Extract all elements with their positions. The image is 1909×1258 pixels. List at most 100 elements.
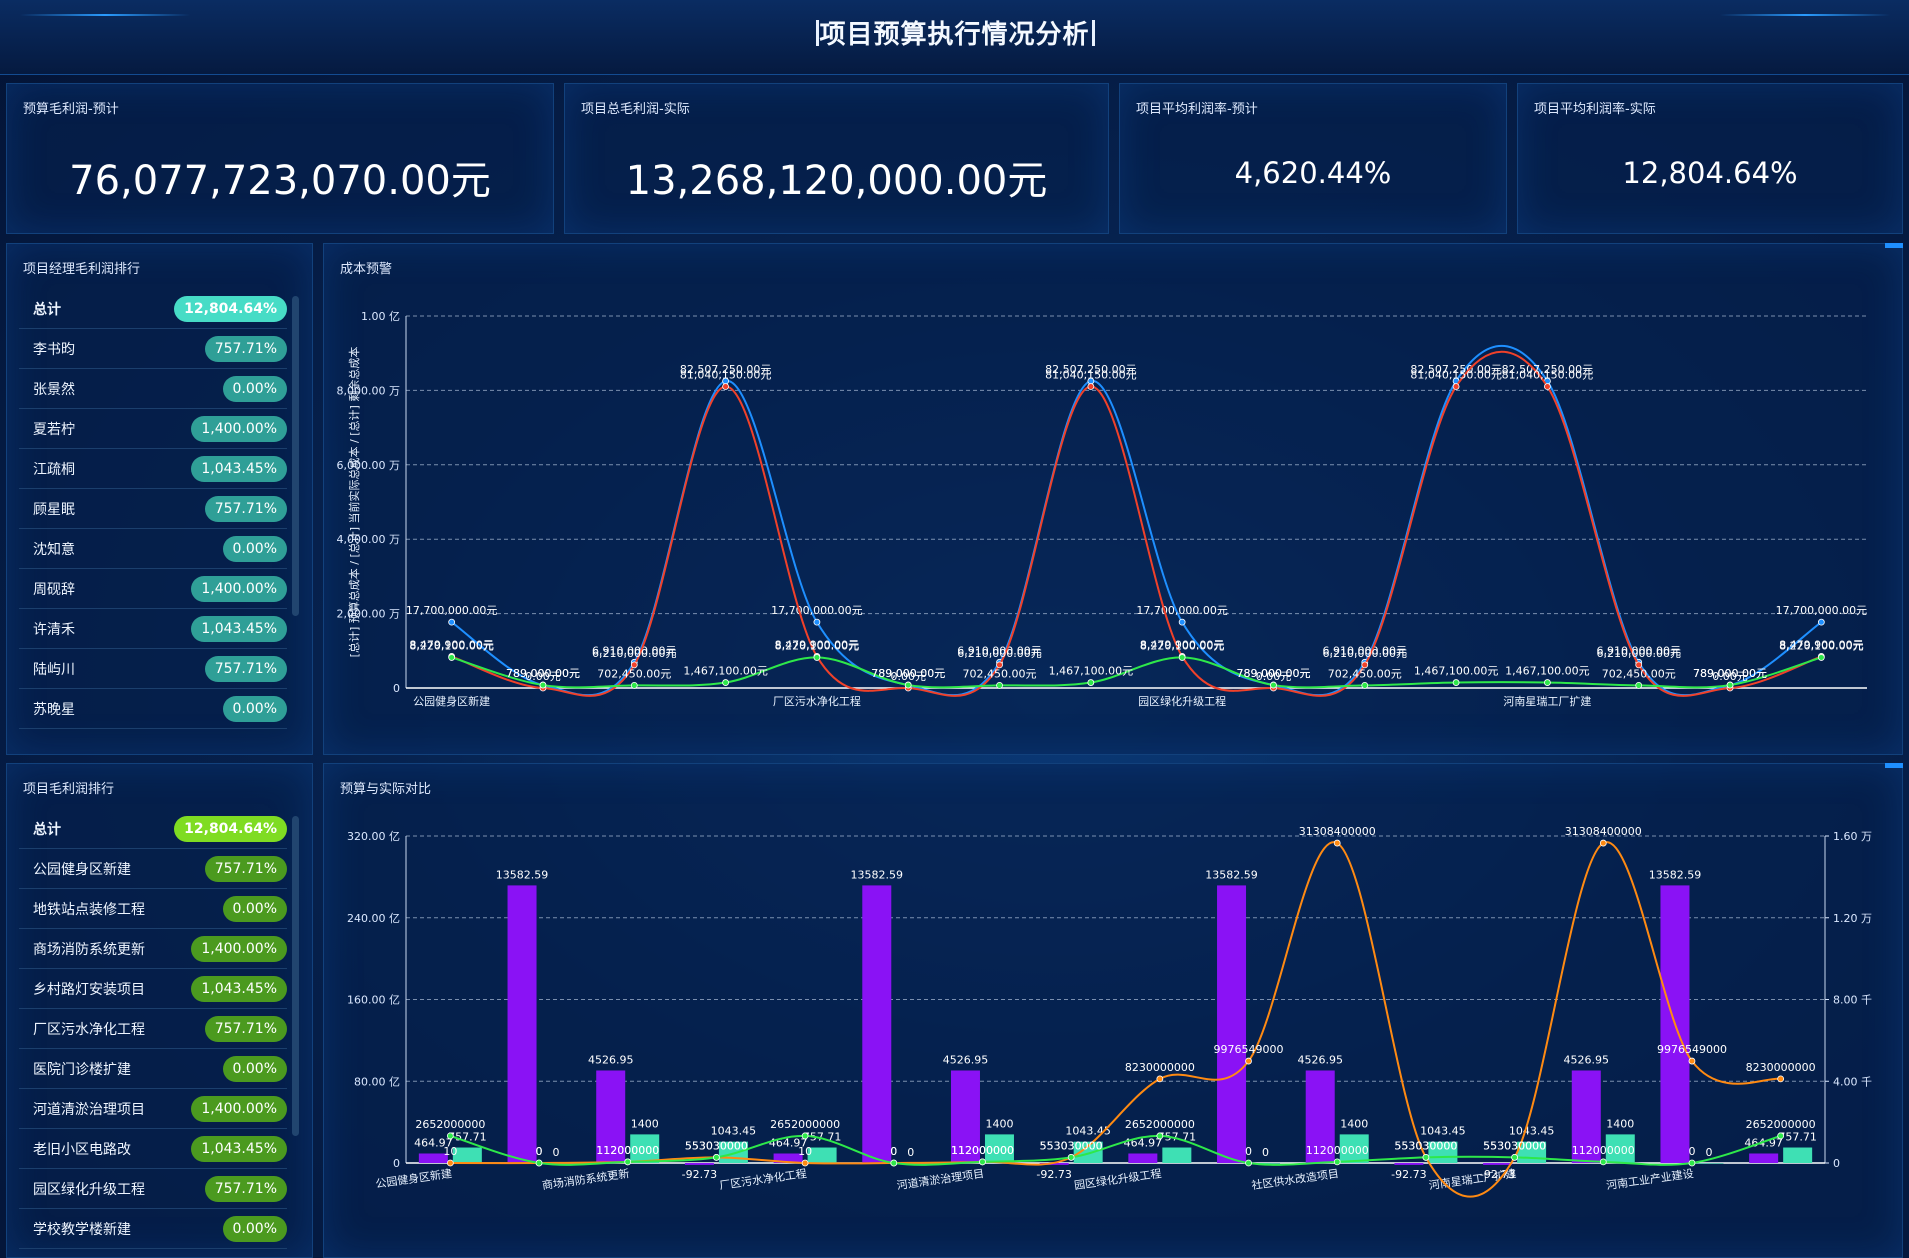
row-name: 顾星眠 (33, 502, 75, 518)
point (1817, 654, 1825, 661)
point (535, 1159, 543, 1167)
point (979, 1158, 986, 1166)
row-badge: 1,043.45% (191, 616, 287, 642)
point (1777, 1132, 1785, 1140)
bar (1605, 1134, 1635, 1163)
chart-title: 成本预警 (340, 262, 393, 277)
data-label: 4526.95 (1564, 1053, 1610, 1066)
point (1422, 1153, 1430, 1161)
kpi-label: 预算毛利润-预计 (23, 102, 119, 117)
data-label: 1,467,100.00元 (1049, 665, 1133, 678)
bar (1571, 1070, 1601, 1163)
ranking-row: 学校教学楼新建 0.00% (19, 1209, 287, 1249)
point (1361, 661, 1369, 669)
data-label: 81,040,150.00元 (1502, 369, 1593, 382)
data-label: 112000000 (951, 1144, 1014, 1157)
bar (1251, 1163, 1281, 1164)
data-label: 17,700,000.00元 (406, 604, 497, 617)
data-label: 789,000.00元 (506, 667, 580, 680)
data-label: 789,000.00元 (871, 667, 945, 680)
row-name: 公园健身区新建 (33, 862, 131, 878)
data-label: 553030000 (1040, 1139, 1103, 1152)
y-tick-label: 2,000.00 万 (337, 608, 400, 621)
line (451, 350, 1822, 697)
row-name: 陆屿川 (33, 662, 75, 678)
data-label: 702,450.00元 (1602, 667, 1676, 680)
row-badge: 1,043.45% (191, 456, 287, 482)
ranking-row: 沈知意 0.00% (19, 529, 287, 569)
bar (1339, 1134, 1369, 1163)
kpi-card: 项目平均利润率-预计 4,620.44% (1119, 83, 1507, 234)
row-badge: 1,043.45% (191, 1136, 287, 1162)
title-bar (816, 20, 819, 46)
x-tick-label: 商场消防系统更新 (541, 1166, 630, 1192)
scrollbar[interactable] (292, 816, 299, 1136)
data-label: -92.73 (1036, 1168, 1071, 1181)
chart: 0 80.00 亿 160.00 亿 240.00 亿 320.00 亿 0 4.00 千 8… (347, 825, 1872, 1198)
data-label: 10 (443, 1145, 457, 1158)
ranking-row: 苏晚星 0.00% (19, 689, 287, 729)
bar (1783, 1147, 1813, 1163)
ranking-row: 地铁站点装修工程 0.00% (19, 889, 287, 929)
data-label: 789,000.00元 (506, 667, 580, 680)
ranking-row: 总计 12,804.64% (19, 809, 287, 849)
data-label: 2652000000 (1746, 1118, 1816, 1131)
row-name: 沈知意 (33, 542, 75, 558)
y-tick-label: 320.00 亿 (347, 830, 400, 843)
point (1511, 1153, 1518, 1161)
point (1688, 1159, 1696, 1167)
data-label: 0.00元 (1256, 670, 1292, 683)
ranking-row: 张景然 0.00% (19, 369, 287, 409)
data-label: 17,700,000.00元 (771, 604, 862, 617)
bar (452, 1147, 482, 1163)
point (801, 1132, 809, 1140)
point (1635, 681, 1643, 689)
data-label: 702,450.00元 (597, 667, 671, 680)
row-name: 总计 (33, 302, 61, 318)
data-label: 757.71 (1158, 1131, 1197, 1144)
header-glow (1720, 14, 1890, 16)
data-label: 8,479,900.00元 (409, 638, 493, 651)
ranking-row: 乡村路灯安装项目 1,043.45% (19, 969, 287, 1009)
corner-accent (1885, 763, 1903, 768)
point (1067, 1153, 1075, 1161)
data-label: 1043.45 (711, 1125, 757, 1138)
y2-tick-label: 8.00 千 (1833, 994, 1872, 1007)
data-label: 6,210,000.00元 (1323, 647, 1407, 660)
point (1087, 679, 1095, 686)
point (996, 681, 1003, 689)
point (1635, 661, 1643, 669)
point (1333, 1158, 1341, 1166)
point (1599, 1158, 1607, 1166)
row-name: 乡村路灯安装项目 (33, 982, 145, 998)
kpi-value: 76,077,723,070.00元 (69, 158, 491, 204)
header: 项目预算执行情况分析 (0, 0, 1909, 75)
header-glow (20, 14, 190, 16)
point (722, 679, 729, 686)
y-tick-label: 160.00 亿 (347, 994, 400, 1007)
bar (630, 1134, 660, 1163)
data-label: 464.97 (1124, 1136, 1163, 1149)
point (1688, 1057, 1696, 1065)
data-label: 0.00元 (890, 670, 926, 683)
x-tick-label: 河南工业产业建设 (1605, 1166, 1694, 1192)
line (450, 1134, 1781, 1166)
data-label: 31308400000 (1299, 825, 1376, 838)
data-label: 0 (553, 1146, 560, 1159)
row-badge: 1,400.00% (191, 936, 287, 962)
row-badge: 1,400.00% (191, 576, 287, 602)
bar (950, 1070, 980, 1163)
x-tick-label: 厂区污水净化工程 (773, 694, 861, 708)
data-label: 1043.45 (1509, 1125, 1555, 1138)
scrollbar[interactable] (292, 296, 299, 616)
row-badge: 757.71% (204, 336, 287, 362)
data-label: 81,040,150.00元 (680, 369, 771, 382)
data-label: 553030000 (1483, 1139, 1546, 1152)
point (1156, 1075, 1164, 1083)
row-name: 园区绿化升级工程 (33, 1182, 145, 1198)
data-label: 13582.59 (851, 868, 904, 881)
row-name: 地铁站点装修工程 (33, 902, 145, 918)
row-badge: 0.00% (222, 696, 287, 722)
point (713, 1153, 720, 1161)
row-name: 李书昀 (33, 342, 75, 358)
